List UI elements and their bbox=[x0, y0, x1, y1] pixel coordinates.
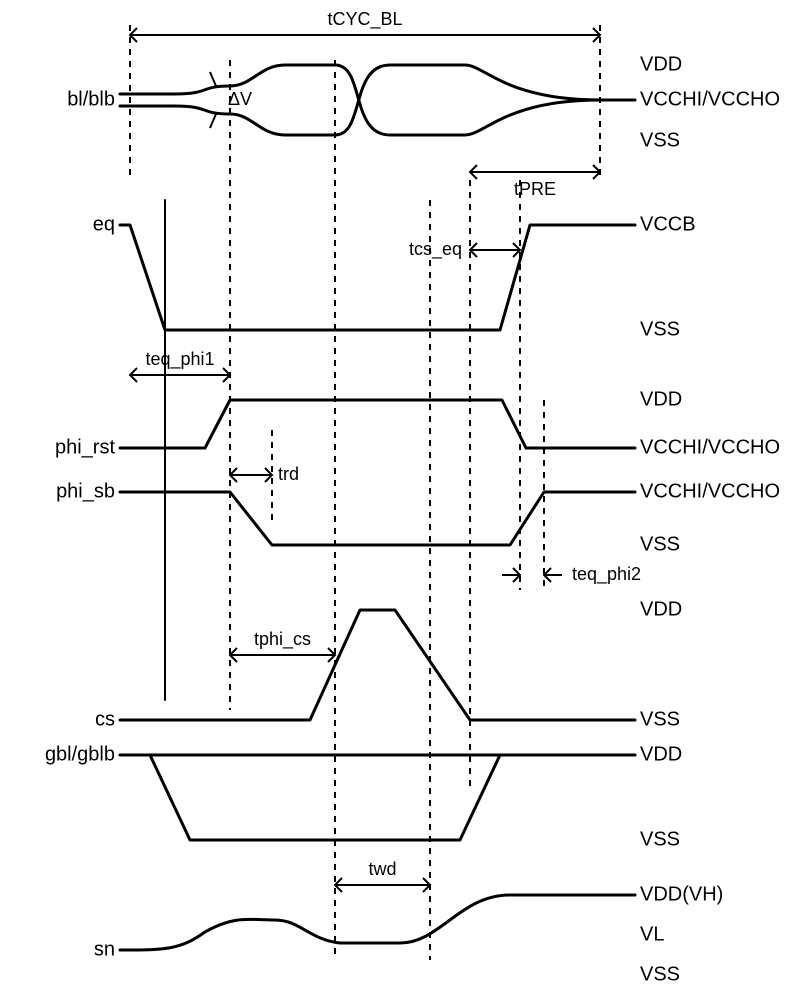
rail-label: VSS bbox=[640, 533, 680, 555]
timing-label-tcyc: tCYC_BL bbox=[327, 9, 402, 30]
signal-label-eq: eq bbox=[93, 213, 115, 235]
rail-label: VL bbox=[640, 923, 664, 945]
timing-label-tpre: tPRE bbox=[514, 179, 556, 199]
rail-label: VDD bbox=[640, 598, 682, 620]
waveform-segment bbox=[120, 400, 635, 448]
waveform-segment bbox=[120, 492, 635, 545]
timing-label-trd: trd bbox=[278, 464, 299, 484]
rail-label: VDD bbox=[640, 388, 682, 410]
signal-label-cs: cs bbox=[95, 708, 115, 730]
waveform-segment bbox=[120, 610, 635, 720]
rail-label: VSS bbox=[640, 963, 680, 985]
waveform-segment bbox=[120, 65, 600, 135]
waveform-segment bbox=[150, 755, 500, 840]
waveform-segment bbox=[210, 114, 216, 128]
timing-label-dv: ΔV bbox=[228, 89, 252, 109]
rail-label: VCCHI/VCCHO bbox=[640, 88, 780, 110]
signal-label-bl: bl/blb bbox=[67, 88, 115, 110]
rail-label: VSS bbox=[640, 708, 680, 730]
timing-label-teqphi1: teq_phi1 bbox=[145, 349, 214, 370]
rail-label: VCCHI/VCCHO bbox=[640, 436, 780, 458]
rail-label: VCCHI/VCCHO bbox=[640, 480, 780, 502]
rail-label: VSS bbox=[640, 828, 680, 850]
waveform-segment bbox=[120, 225, 635, 330]
timing-label-teqphi2: teq_phi2 bbox=[572, 564, 641, 585]
signal-label-phirst: phi_rst bbox=[55, 436, 115, 458]
timing-label-twd: twd bbox=[368, 859, 396, 879]
timing-label-tcseq: tcs_eq bbox=[409, 239, 462, 260]
rail-label: VSS bbox=[640, 129, 680, 151]
rail-label: VSS bbox=[640, 318, 680, 340]
waveform-segment bbox=[120, 65, 635, 135]
rail-label: VDD bbox=[640, 53, 682, 75]
timing-label-tphics: tphi_cs bbox=[254, 629, 311, 650]
waveform-segment bbox=[120, 895, 635, 950]
signal-label-gbl: gbl/gblb bbox=[45, 743, 115, 765]
signal-label-sn: sn bbox=[94, 938, 115, 960]
waveform-segment bbox=[210, 72, 216, 86]
rail-label: VDD bbox=[640, 743, 682, 765]
rail-label: VCCB bbox=[640, 213, 696, 235]
rail-label: VDD(VH) bbox=[640, 883, 723, 905]
signal-label-phisb: phi_sb bbox=[56, 480, 115, 502]
